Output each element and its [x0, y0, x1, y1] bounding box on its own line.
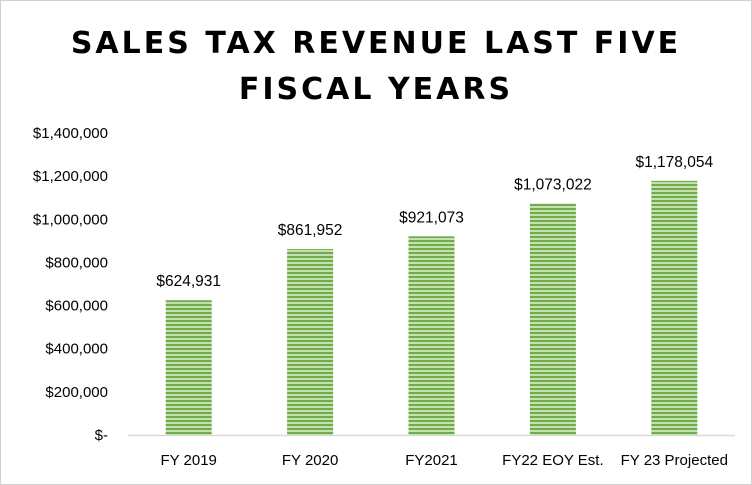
bar: [408, 236, 455, 435]
y-tick-label: $800,000: [45, 254, 108, 271]
chart-title: SALES TAX REVENUE LAST FIVE FISCAL YEARS: [1, 21, 751, 113]
y-tick-label: $400,000: [45, 341, 108, 358]
y-tick-label: $1,400,000: [33, 125, 108, 142]
category-label: FY 23 Projected: [621, 452, 728, 469]
bar: [165, 300, 212, 435]
category-label: FY22 EOY Est.: [502, 452, 603, 469]
bar: [287, 249, 334, 435]
data-label: $861,952: [278, 222, 343, 239]
y-tick-label: $200,000: [45, 384, 108, 401]
y-tick-label: $1,000,000: [33, 211, 108, 228]
category-label: FY 2020: [282, 452, 338, 469]
bar: [651, 180, 698, 435]
y-tick-label: $1,200,000: [33, 168, 108, 185]
data-label: $1,073,022: [514, 177, 592, 194]
data-label: $1,178,054: [636, 154, 714, 171]
y-tick-label: $600,000: [45, 298, 108, 315]
chart-title-line-1: SALES TAX REVENUE LAST FIVE: [70, 26, 682, 61]
data-label: $921,073: [399, 209, 464, 226]
y-tick-label: $-: [95, 427, 108, 444]
bar: [529, 203, 576, 435]
data-label: $624,931: [156, 273, 221, 290]
category-label: FY 2019: [160, 452, 216, 469]
category-label: FY2021: [405, 452, 458, 469]
chart-title-line-2: FISCAL YEARS: [238, 72, 514, 107]
